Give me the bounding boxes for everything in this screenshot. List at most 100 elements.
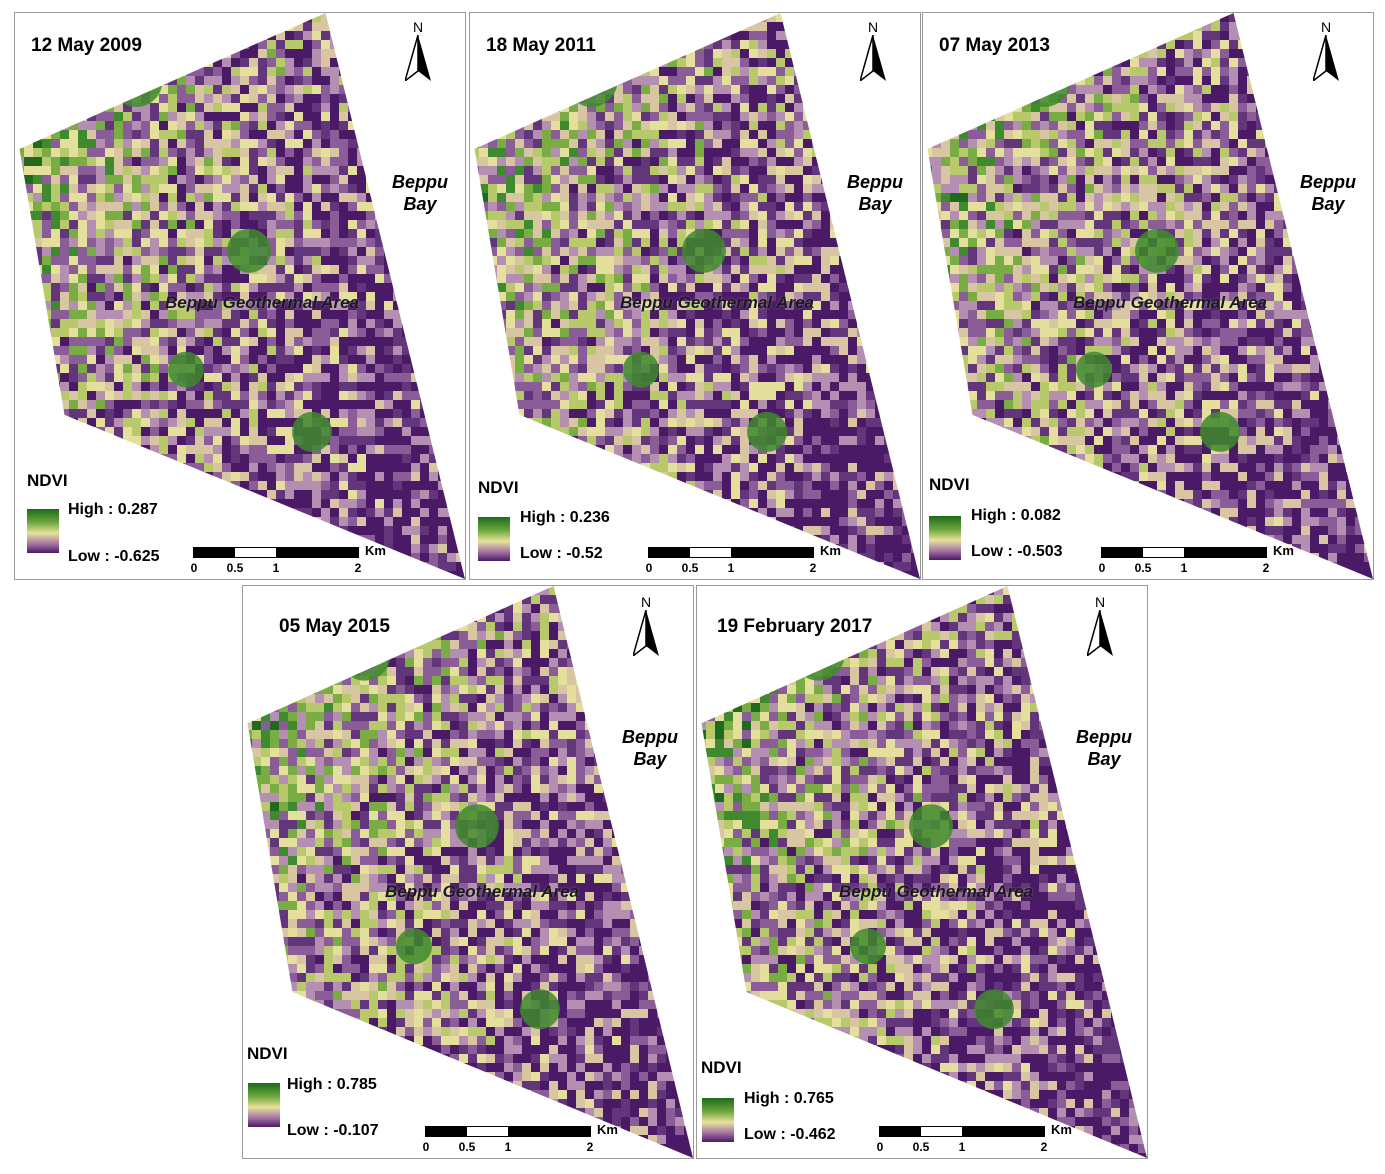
scale-unit-label: Km: [365, 543, 386, 558]
bay-label-line2: Bay: [633, 749, 667, 769]
legend-high-value: High : 0.765: [744, 1090, 834, 1107]
legend-title: NDVI: [27, 471, 68, 490]
area-label: Beppu Geothermal Area: [385, 882, 579, 901]
bay-label-line1: Beppu: [622, 727, 678, 747]
legend-low-value: Low : -0.52: [520, 545, 603, 562]
legend-low-value: Low : -0.107: [287, 1122, 379, 1139]
scale-tick-label: 2: [354, 561, 362, 575]
legend-title: NDVI: [701, 1058, 742, 1077]
ndvi-color-ramp: [929, 516, 961, 560]
ndvi-raster-cells: [701, 586, 1147, 1158]
scale-bar-segment: [1143, 548, 1184, 557]
north-arrow-icon: [860, 35, 886, 81]
area-label: Beppu Geothermal Area: [839, 882, 1033, 901]
scale-tick-label: 0: [190, 561, 198, 575]
area-label: Beppu Geothermal Area: [165, 293, 359, 312]
scale-tick-label: 0: [1098, 561, 1106, 575]
north-arrow: N: [631, 594, 661, 658]
ndvi-color-ramp: [702, 1098, 734, 1142]
north-arrow-icon: [1313, 35, 1339, 81]
scale-bar-segment: [1102, 548, 1143, 557]
north-arrow-icon: [405, 35, 431, 81]
north-label: N: [867, 19, 879, 35]
bay-label: Beppu Bay: [600, 726, 693, 770]
scale-bar-segment: [276, 548, 358, 557]
bay-label-line2: Bay: [858, 194, 892, 214]
bay-label-line2: Bay: [1311, 194, 1345, 214]
legend-high-value: High : 0.785: [287, 1076, 377, 1093]
scale-tick-label: 1: [727, 561, 735, 575]
legend-title: NDVI: [929, 475, 970, 494]
scale-bar-segments: [425, 1126, 591, 1137]
scale-unit-label: Km: [1273, 543, 1294, 558]
ndvi-raster: [474, 13, 920, 579]
scale-tick-label: 0.5: [681, 561, 699, 575]
area-label: Beppu Geothermal Area: [620, 293, 814, 312]
scale-bar-segment: [1184, 548, 1266, 557]
north-label: N: [1320, 19, 1332, 35]
scale-bar: 0 0.5 1 2 Km: [1098, 543, 1351, 575]
ndvi-raster: [19, 13, 465, 579]
north-arrow: N: [1311, 19, 1341, 83]
bay-label-line1: Beppu: [847, 172, 903, 192]
map-panel-2013: 07 May 2013 N Beppu Bay Beppu Geothermal…: [922, 12, 1374, 580]
scale-tick-label: 2: [1040, 1140, 1048, 1154]
scale-bar-segment: [690, 548, 731, 557]
scale-tick-label: 0.5: [1134, 561, 1152, 575]
north-arrow: N: [858, 19, 888, 83]
scale-unit-label: Km: [1051, 1122, 1072, 1137]
scale-bar-segment: [194, 548, 235, 557]
scale-tick-label: 0.5: [912, 1140, 930, 1154]
north-label: N: [412, 19, 424, 35]
bay-label-line1: Beppu: [392, 172, 448, 192]
bay-label: Beppu Bay: [1054, 726, 1147, 770]
bay-label-line1: Beppu: [1300, 172, 1356, 192]
ndvi-color-ramp: [248, 1083, 280, 1127]
north-arrow-icon: [633, 610, 659, 656]
scale-bar-segment: [426, 1127, 467, 1136]
scale-bar-segment: [880, 1127, 921, 1136]
legend-low-value: Low : -0.503: [971, 543, 1063, 560]
north-arrow-icon: [1087, 610, 1113, 656]
scale-bar-segment: [508, 1127, 590, 1136]
bay-label: Beppu Bay: [370, 171, 465, 215]
legend-high-value: High : 0.287: [68, 501, 158, 518]
north-arrow: N: [403, 19, 433, 83]
scale-bar-segment: [235, 548, 276, 557]
scale-unit-label: Km: [597, 1122, 618, 1137]
scale-tick-label: 2: [1262, 561, 1270, 575]
bay-label: Beppu Bay: [1278, 171, 1373, 215]
north-label: N: [640, 594, 652, 610]
map-date-label: 07 May 2013: [939, 35, 1050, 56]
bay-label: Beppu Bay: [825, 171, 920, 215]
area-label: Beppu Geothermal Area: [1073, 293, 1267, 312]
scale-bar: 0 0.5 1 2 Km: [877, 1122, 1129, 1154]
map-date-label: 18 May 2011: [486, 35, 596, 56]
north-label: N: [1094, 594, 1106, 610]
ndvi-raster: [247, 586, 693, 1158]
scale-tick-label: 1: [504, 1140, 512, 1154]
scale-bar-segments: [879, 1126, 1045, 1137]
map-date-label: 12 May 2009: [31, 35, 142, 56]
map-panel-2017: 19 February 2017 N Beppu Bay Beppu Geoth…: [696, 585, 1148, 1159]
ndvi-raster-cells: [247, 586, 693, 1158]
scale-tick-label: 2: [586, 1140, 594, 1154]
scale-bar-segments: [1101, 547, 1267, 558]
map-date-label: 05 May 2015: [279, 616, 390, 637]
ndvi-color-ramp: [27, 509, 59, 553]
legend-low-value: Low : -0.625: [68, 548, 160, 565]
scale-tick-label: 0.5: [458, 1140, 476, 1154]
scale-bar: 0 0.5 1 2 Km: [423, 1122, 675, 1154]
scale-unit-label: Km: [820, 543, 841, 558]
scale-tick-label: 0: [645, 561, 653, 575]
scale-tick-label: 1: [1180, 561, 1188, 575]
scale-bar-segment: [467, 1127, 508, 1136]
scale-bar-segment: [649, 548, 690, 557]
scale-tick-label: 1: [272, 561, 280, 575]
scale-bar-segments: [193, 547, 359, 558]
scale-tick-label: 1: [958, 1140, 966, 1154]
scale-bar-segment: [731, 548, 813, 557]
bay-label-line1: Beppu: [1076, 727, 1132, 747]
scale-bar: 0 0.5 1 2 Km: [645, 543, 898, 575]
bay-label-line2: Bay: [403, 194, 437, 214]
